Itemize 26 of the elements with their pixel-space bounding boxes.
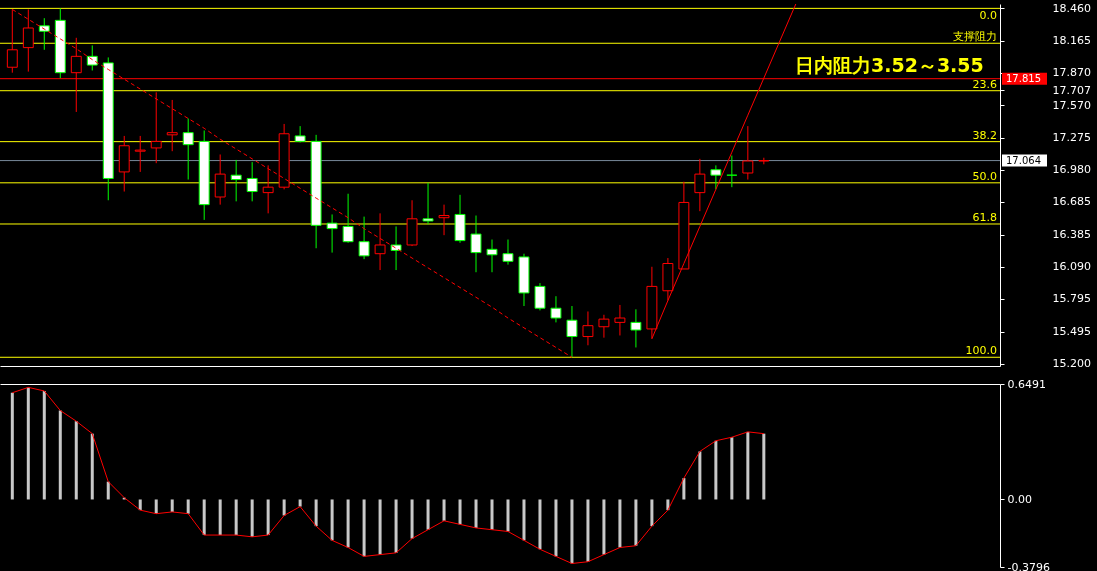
annotation: 日内阻力3.52～3.55 [795, 54, 984, 76]
y-tick-label: 15.795 [1052, 292, 1091, 306]
ref-line-label: 支撑阻力 [953, 30, 997, 44]
y-tick-label: 18.165 [1052, 34, 1091, 48]
y-tick-label: 18.460 [1052, 1, 1091, 15]
y-tick-label: 0.00 [1007, 492, 1032, 506]
y-tick-label: 15.200 [1052, 357, 1091, 371]
ref-line-label: 17.815 [1006, 72, 1041, 84]
ref-line-label: 100.0 [965, 344, 997, 358]
ref-line-label: 17.064 [1006, 154, 1041, 166]
y-tick-label: 16.385 [1052, 228, 1091, 242]
y-tick-label: 15.495 [1052, 325, 1091, 339]
y-tick-label: -0.3796 [1007, 560, 1050, 571]
y-tick-label: 16.090 [1052, 260, 1091, 274]
y-tick-label: 0.6491 [1007, 377, 1046, 391]
ref-line-label: 61.8 [972, 210, 997, 224]
ref-line-label: 0.0 [979, 9, 997, 23]
ref-line-label: 50.0 [972, 169, 997, 183]
ref-line-label: 38.2 [972, 128, 997, 142]
ref-line-label: 23.6 [972, 77, 997, 91]
y-tick-label: 17.570 [1052, 98, 1091, 112]
y-tick-label: 16.685 [1052, 195, 1091, 209]
y-tick-label: 17.707 [1052, 83, 1091, 97]
y-tick-label: 17.870 [1052, 66, 1091, 80]
y-tick-label: 17.275 [1052, 131, 1091, 145]
y-tick-label: 16.980 [1052, 163, 1091, 177]
